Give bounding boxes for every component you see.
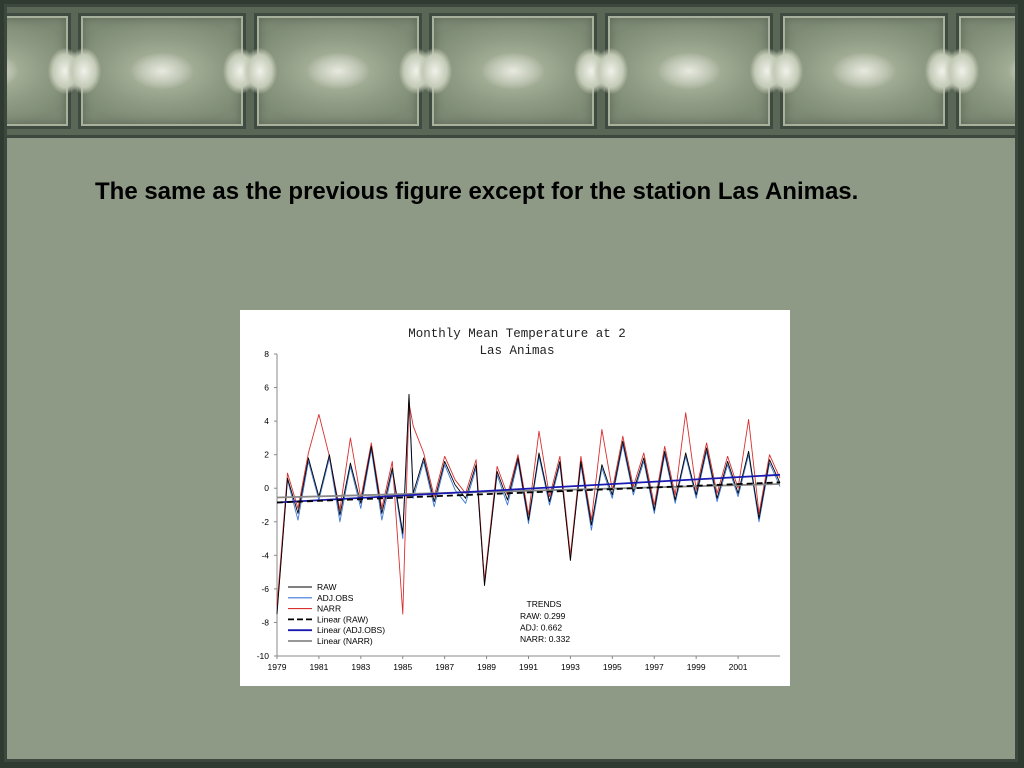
trend-value: ADJ: 0.662	[520, 623, 562, 633]
y-tick-label: 6	[264, 383, 269, 393]
banner-tile	[7, 13, 82, 129]
series-linear-adj-obs	[276, 473, 781, 504]
y-tick-label: 0	[264, 483, 269, 493]
slide-frame: The same as the previous figure except f…	[4, 4, 1018, 762]
x-tick-label: 1983	[351, 662, 370, 672]
y-tick-label: -6	[261, 584, 269, 594]
y-tick-label: 8	[264, 349, 269, 359]
banner-tile	[243, 13, 433, 129]
x-tick-label: 1993	[561, 662, 580, 672]
y-tick-label: -8	[261, 617, 269, 627]
banner-tile	[769, 13, 959, 129]
trends-heading: TRENDS	[527, 599, 562, 609]
decorative-banner	[7, 7, 1015, 138]
y-tick-label: 2	[264, 450, 269, 460]
banner-tile	[594, 13, 784, 129]
legend-label: ADJ.OBS	[317, 593, 354, 603]
chart-plot-area	[276, 393, 781, 615]
x-tick-label: 1981	[309, 662, 328, 672]
banner-tile	[418, 13, 608, 129]
banner-tile	[945, 13, 1015, 129]
x-tick-label: 1989	[477, 662, 496, 672]
x-tick-label: 1997	[645, 662, 664, 672]
series-linear-raw	[276, 481, 781, 504]
legend-label: Linear (NARR)	[317, 636, 373, 646]
legend-label: Linear (ADJ.OBS)	[317, 625, 385, 635]
x-tick-label: 1999	[687, 662, 706, 672]
chart-title: Monthly Mean Temperature at 2	[408, 327, 626, 341]
legend-label: Linear (RAW)	[317, 614, 368, 624]
y-tick-label: -2	[261, 517, 269, 527]
y-tick-label: 4	[264, 416, 269, 426]
chart-svg: Monthly Mean Temperature at 2 Las Animas…	[257, 327, 781, 672]
x-tick-label: 1995	[603, 662, 622, 672]
x-tick-label: 2001	[729, 662, 748, 672]
x-tick-label: 1987	[435, 662, 454, 672]
chart-subtitle: Las Animas	[479, 344, 554, 358]
series-raw	[276, 393, 781, 615]
trend-value: NARR: 0.332	[520, 634, 570, 644]
x-tick-label: 1985	[393, 662, 412, 672]
legend-label: NARR	[317, 604, 341, 614]
y-tick-label: -4	[261, 550, 269, 560]
series-linear-narr	[276, 483, 781, 499]
legend-label: RAW	[317, 582, 337, 592]
banner-tile	[67, 13, 257, 129]
temperature-chart: Monthly Mean Temperature at 2 Las Animas…	[240, 310, 790, 686]
trend-value: RAW: 0.299	[520, 611, 566, 621]
series-narr	[276, 402, 781, 615]
series-adj-obs	[276, 397, 781, 611]
x-tick-label: 1991	[519, 662, 538, 672]
y-tick-label: -10	[257, 651, 270, 661]
x-tick-label: 1979	[268, 662, 287, 672]
slide-heading: The same as the previous figure except f…	[95, 178, 859, 205]
